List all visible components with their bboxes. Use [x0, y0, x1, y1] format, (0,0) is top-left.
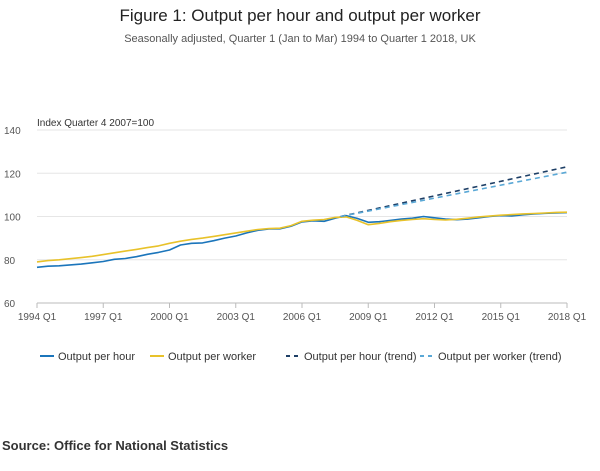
x-tick-label: 2018 Q1 [548, 312, 587, 323]
line-chart: 60 80 100 120 140 Index Quarter 4 2007=100 199… [4, 118, 587, 363]
x-tick-label: 2006 Q1 [283, 312, 322, 323]
axis-layer: 60 80 100 120 140 Index Quarter 4 2007=100 199… [4, 118, 587, 323]
x-tick-label: 1994 Q1 [18, 312, 57, 323]
legend: Output per hour Output per worker Output p… [40, 351, 562, 363]
y-tick-label: 120 [4, 169, 21, 180]
y-tick-label: 60 [4, 299, 16, 310]
legend-label-3: Output per hour (trend) [304, 351, 417, 363]
source-note: Source: Office for National Statistics [2, 438, 229, 453]
series-line-2 [36, 211, 568, 263]
series-line-3 [340, 166, 568, 218]
x-tick-label: 2009 Q1 [349, 312, 388, 323]
legend-label-1: Output per hour [58, 351, 135, 363]
legend-label-4: Output per worker (trend) [438, 351, 562, 363]
y-axis-label: Index Quarter 4 2007=100 [37, 118, 154, 129]
chart-subtitle: Seasonally adjusted, Quarter 1 (Jan to M… [124, 33, 476, 45]
x-tick-label: 2003 Q1 [217, 312, 256, 323]
series-line-4 [340, 171, 568, 218]
legend-label-2: Output per worker [168, 351, 256, 363]
x-tick-label: 2012 Q1 [415, 312, 454, 323]
y-tick-label: 80 [4, 256, 16, 267]
y-tick-label: 140 [4, 126, 21, 137]
series-layer [36, 166, 568, 269]
x-tick-label: 2000 Q1 [150, 312, 189, 323]
x-tick-label: 2015 Q1 [482, 312, 521, 323]
x-tick-label: 1997 Q1 [84, 312, 123, 323]
y-tick-label: 100 [4, 213, 21, 224]
chart-title: Figure 1: Output per hour and output per… [119, 6, 481, 25]
